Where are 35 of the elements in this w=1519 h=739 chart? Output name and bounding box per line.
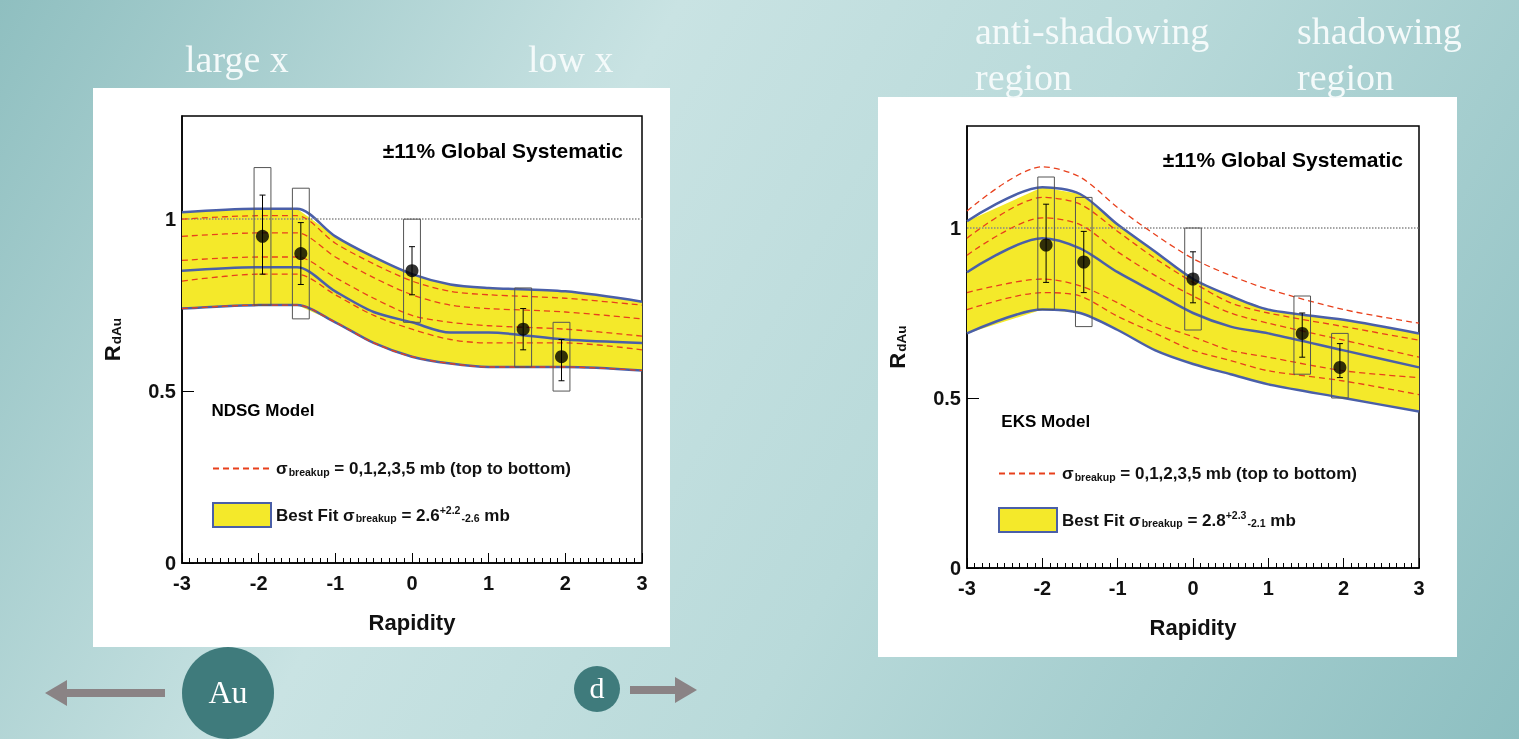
x-tick-label: -2 [1033,577,1052,599]
y-tick-label: 1 [164,208,176,231]
x-tick-label: -2 [249,572,268,594]
x-axis-title: Rapidity [1149,614,1238,640]
annotation: ±11% Global Systematic [382,139,624,162]
y-tick-label: 0 [949,557,961,579]
x-tick-label: 1 [483,572,495,594]
y-tick-label: 0 [164,552,176,574]
legend-label: σbreakup = 0,1,2,3,5 mb (top to bottom) [1062,463,1357,483]
annotation: NDSG Model [211,401,315,421]
y-axis-title: RdAu [884,325,910,369]
text: d [588,670,606,707]
text: shadowing region [1297,9,1463,100]
x-tick-label: 3 [636,572,648,594]
annotation: ±11% Global Systematic [1162,148,1404,171]
y-tick-label: 0.5 [148,380,176,403]
annotation: EKS Model [1001,412,1091,432]
x-tick-label: 0 [406,572,418,594]
x-tick-label: -1 [1108,577,1127,599]
text: anti-shadowing region [975,9,1211,100]
x-tick-label: 3 [1413,577,1425,599]
x-tick-label: -1 [326,572,345,594]
y-axis-title: RdAu [99,317,125,362]
text: Au [207,673,249,712]
y-tick-label: 0.5 [933,387,961,409]
x-tick-label: 0 [1187,577,1199,599]
y-tick-label: 1 [949,217,961,239]
x-tick-label: -3 [958,577,976,599]
text: large x [185,37,290,82]
x-tick-label: 2 [559,572,571,594]
x-tick-label: 1 [1262,577,1274,599]
x-tick-label: -3 [173,572,191,594]
x-axis-title: Rapidity [368,609,457,635]
x-tick-label: 2 [1338,577,1350,599]
legend-label: σbreakup = 0,1,2,3,5 mb (top to bottom) [276,458,571,478]
